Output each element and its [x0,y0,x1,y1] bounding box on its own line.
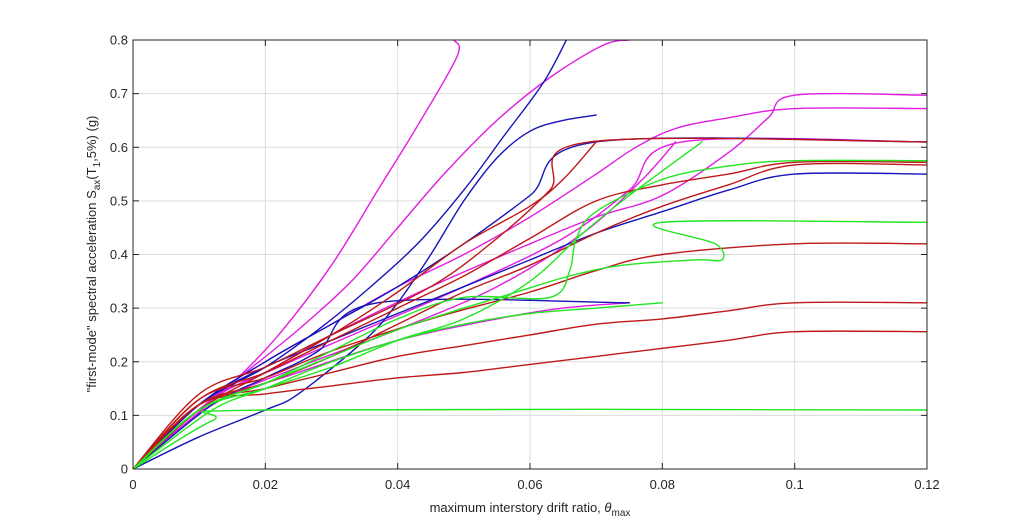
x-tick-label: 0.06 [517,477,542,492]
series-line-magenta-0 [133,40,461,469]
series-line-red-13 [133,160,927,469]
x-tick-label: 0 [129,477,136,492]
y-tick-label: 0.6 [110,140,128,155]
y-tick-label: 0.2 [110,354,128,369]
series-line-red-15 [133,301,927,469]
series-line-blue-8 [133,114,597,469]
y-tick-label: 0.1 [110,408,128,423]
series-lines [133,40,927,469]
series-line-green-22 [133,159,927,469]
y-tick-label: 0.7 [110,86,128,101]
x-axis-label: maximum interstory drift ratio, θmax [430,500,631,519]
tick-marks [132,39,928,470]
x-tick-label: 0.12 [914,477,939,492]
series-line-blue-10 [133,172,927,469]
tick-labels: 0 0.02 0.04 0.06 0.08 0.1 0.12 0 0.1 0.2 0.3 0.4 0.5… [110,33,940,493]
series-line-red-16 [133,330,927,469]
series-line-red-14 [133,242,927,469]
y-tick-label: 0.4 [110,247,128,262]
y-axis-label: "first-mode" spectral acceleration Sax(T… [84,116,103,393]
y-tick-label: 0.3 [110,301,128,316]
y-tick-label: 0 [121,462,128,477]
series-line-green-19 [133,408,927,469]
series-line-green-23 [133,141,703,469]
x-tick-label: 0.02 [253,477,278,492]
series-line-red-17 [133,141,597,469]
series-line-red-12 [133,137,927,469]
x-tick-label: 0.04 [385,477,410,492]
x-tick-label: 0.08 [650,477,675,492]
series-line-blue-7 [133,40,568,469]
y-tick-label: 0.8 [110,33,128,48]
y-tick-label: 0.5 [110,193,128,208]
x-tick-label: 0.1 [786,477,804,492]
